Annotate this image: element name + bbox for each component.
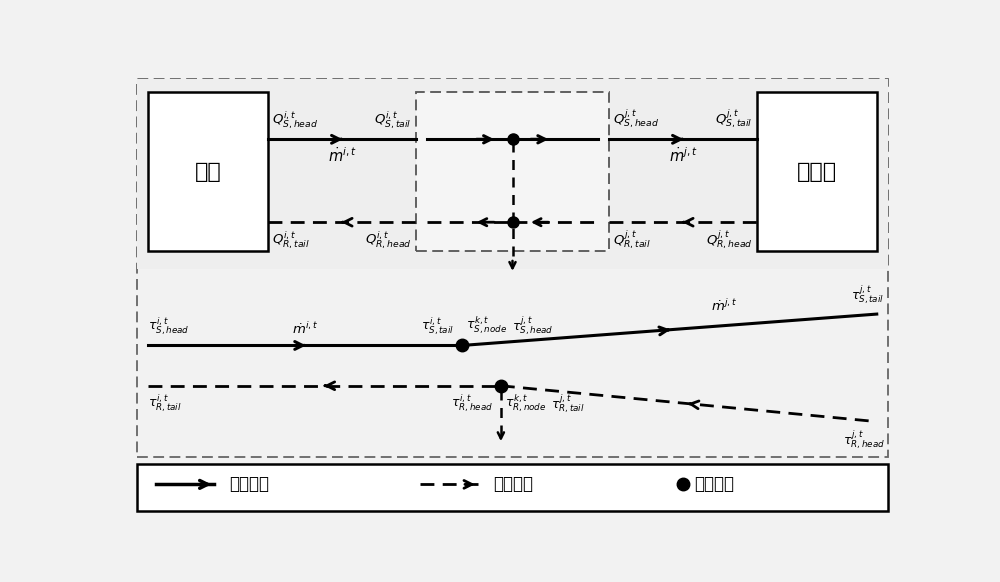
Text: $\dot{m}^{j,t}$: $\dot{m}^{j,t}$ — [669, 146, 697, 165]
Bar — [757, 93, 877, 251]
Text: $\tau_{S,node}^{k,t}$: $\tau_{S,node}^{k,t}$ — [466, 314, 507, 336]
Text: $Q_{S,head}^{i,t}$: $Q_{S,head}^{i,t}$ — [272, 109, 318, 131]
Text: $\tau_{S,head}^{i,t}$: $\tau_{S,head}^{i,t}$ — [148, 316, 190, 338]
Text: $\dot{m}^{j,t}$: $\dot{m}^{j,t}$ — [711, 298, 737, 314]
Bar — [416, 93, 609, 251]
Text: 供水网络: 供水网络 — [230, 475, 270, 494]
Text: $\tau_{R,head}^{i,t}$: $\tau_{R,head}^{i,t}$ — [451, 392, 493, 414]
Text: $Q_{R,head}^{j,t}$: $Q_{R,head}^{j,t}$ — [706, 229, 753, 252]
Text: $\tau_{R,tail}^{j,t}$: $\tau_{R,tail}^{j,t}$ — [551, 392, 585, 416]
Bar — [137, 79, 888, 457]
Bar — [148, 93, 268, 251]
Text: $Q_{R,tail}^{j,t}$: $Q_{R,tail}^{j,t}$ — [613, 229, 651, 252]
Text: $\tau_{S,tail}^{i,t}$: $\tau_{S,tail}^{i,t}$ — [421, 316, 454, 338]
Text: 回水网络: 回水网络 — [493, 475, 533, 494]
Text: 热源: 热源 — [195, 162, 222, 182]
Text: $Q_{S,head}^{j,t}$: $Q_{S,head}^{j,t}$ — [613, 108, 659, 131]
Text: $\tau_{S,tail}^{j,t}$: $\tau_{S,tail}^{j,t}$ — [851, 283, 885, 306]
Text: $Q_{S,tail}^{i,t}$: $Q_{S,tail}^{i,t}$ — [374, 109, 412, 131]
Text: $Q_{R,head}^{i,t}$: $Q_{R,head}^{i,t}$ — [365, 229, 412, 251]
Bar — [137, 464, 888, 511]
Text: $\tau_{R,node}^{k,t}$: $\tau_{R,node}^{k,t}$ — [505, 392, 546, 414]
Text: $\dot{m}^{i,t}$: $\dot{m}^{i,t}$ — [292, 321, 318, 338]
Bar — [137, 79, 888, 269]
Text: $\tau_{R,tail}^{i,t}$: $\tau_{R,tail}^{i,t}$ — [148, 392, 182, 414]
Text: $Q_{R,tail}^{i,t}$: $Q_{R,tail}^{i,t}$ — [272, 229, 310, 251]
Text: $\tau_{R,head}^{j,t}$: $\tau_{R,head}^{j,t}$ — [843, 428, 885, 451]
Text: 换热站: 换热站 — [797, 162, 837, 182]
Text: $\dot{m}^{i,t}$: $\dot{m}^{i,t}$ — [328, 146, 356, 165]
Text: $Q_{S,tail}^{j,t}$: $Q_{S,tail}^{j,t}$ — [715, 108, 753, 131]
Text: $\tau_{S,head}^{j,t}$: $\tau_{S,head}^{j,t}$ — [512, 314, 554, 338]
Text: 交汇节点: 交汇节点 — [695, 475, 735, 494]
